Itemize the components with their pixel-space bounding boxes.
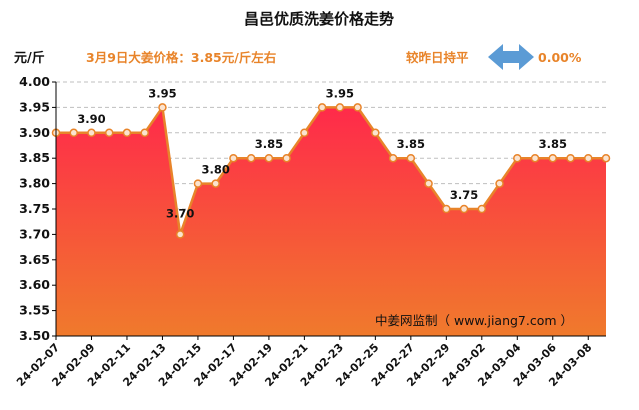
data-point	[601, 153, 611, 163]
data-label: 3.80	[201, 163, 229, 177]
data-label: 3.70	[166, 206, 194, 220]
data-point	[459, 204, 469, 214]
data-point	[122, 128, 132, 138]
y-tick-label: 3.70	[19, 226, 50, 241]
data-point	[530, 153, 540, 163]
data-point	[282, 153, 291, 163]
y-tick-label: 4.00	[19, 74, 50, 89]
data-point	[371, 128, 380, 138]
data-point	[229, 153, 238, 163]
data-point	[335, 103, 345, 112]
axes	[55, 82, 606, 337]
data-label: 3.85	[255, 137, 283, 151]
data-point	[193, 179, 203, 188]
data-label: 3.85	[397, 137, 425, 151]
data-point	[548, 153, 558, 163]
data-point	[388, 153, 398, 163]
data-point	[211, 179, 220, 188]
data-point	[104, 128, 114, 138]
y-tick-labels: 3.50 3.55 3.60 3.65 3.70 3.75 3.80 3.85 3.90 3.95…	[19, 74, 50, 343]
double-arrow-icon	[488, 44, 534, 70]
area-fill	[56, 107, 606, 337]
chart-title: 昌邑优质洗姜价格走势	[244, 10, 394, 28]
data-point	[69, 128, 78, 138]
y-tick-label: 3.75	[19, 201, 50, 216]
area-series	[51, 103, 611, 337]
data-point	[477, 204, 487, 214]
data-point	[246, 153, 256, 163]
data-point	[353, 103, 362, 112]
data-point	[495, 179, 504, 188]
watermark: 中姜网监制（ www.jiang7.com ）	[375, 313, 573, 328]
y-tick-label: 3.95	[19, 99, 50, 114]
data-point	[300, 128, 309, 138]
headline-price: 3月9日大姜价格：3.85元/斤左右	[86, 50, 276, 65]
data-point	[406, 153, 416, 163]
data-label: 3.75	[450, 188, 478, 202]
data-point	[424, 179, 433, 188]
unit-label: 元/斤	[14, 50, 45, 66]
data-label: 3.95	[148, 86, 176, 100]
data-point	[317, 103, 327, 112]
data-point	[264, 153, 274, 163]
data-label: 3.95	[326, 86, 354, 100]
data-labels: 3.90 3.95 3.70 3.80 3.85 3.95 3.85 3.75 3.85	[77, 86, 567, 220]
y-tick-label: 3.85	[19, 150, 50, 165]
x-tick-labels: 24-02-0724-02-0924-02-1124-02-1324-02-15…	[14, 336, 594, 389]
y-tick-label: 3.55	[19, 303, 50, 318]
data-label: 3.90	[77, 112, 105, 126]
change-value: 0.00%	[538, 50, 582, 65]
data-label: 3.85	[539, 137, 567, 151]
data-point	[140, 128, 149, 138]
y-tick-label: 3.60	[19, 277, 50, 292]
data-point	[442, 204, 451, 214]
data-point	[87, 128, 96, 138]
data-point	[584, 153, 593, 163]
y-tick-label: 3.65	[19, 252, 50, 267]
data-point	[158, 103, 167, 112]
data-point	[175, 230, 185, 239]
y-tick-label: 3.80	[19, 176, 50, 191]
series-line	[56, 106, 606, 236]
y-tick-label: 3.90	[19, 125, 50, 140]
data-point	[513, 153, 522, 163]
y-tick-label: 3.50	[19, 328, 50, 343]
data-point	[566, 153, 575, 163]
change-text: 较昨日持平	[406, 50, 469, 65]
